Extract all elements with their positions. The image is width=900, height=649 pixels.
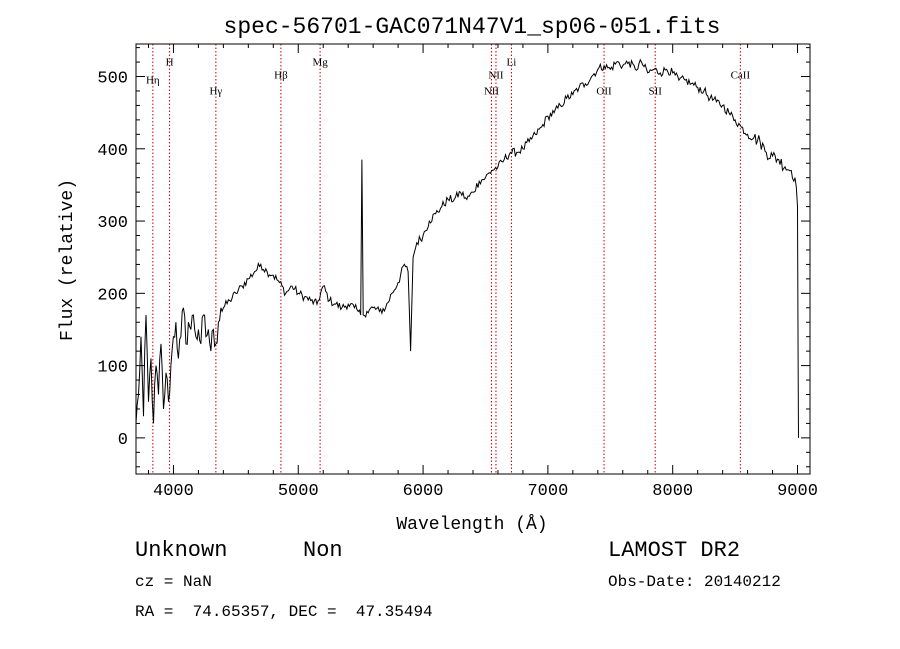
chart-title: spec-56701-GAC071N47V1_sp06-051.fits [224,14,721,40]
x-tick-label: 9000 [777,482,818,501]
y-tick-label: 500 [97,70,128,89]
x-tick-label: 8000 [652,482,693,501]
spectrum-chart: spec-56701-GAC071N47V1_sp06-051.fits Flu… [58,14,818,535]
spectral-line-label: CaII [731,70,751,82]
x-tick-label: 7000 [527,482,568,501]
obs-date-label: Obs-Date: 20140212 [608,573,781,591]
spectral-line-label: H [166,57,174,69]
spectral-line-label: Hγ [209,86,222,98]
spectral-line-label: Hβ [274,70,288,82]
spectral-line-label: SII [649,86,663,98]
x-axis-label: Wavelength (Å) [396,514,547,535]
x-tick-label: 4000 [153,482,194,501]
x-tick-label: 6000 [403,482,444,501]
spectral-line-label: NII [488,70,504,82]
survey-label: LAMOST DR2 [608,538,741,563]
spectral-line-label: Hη [146,75,160,87]
spectrum-series-line [135,58,799,438]
y-tick-label: 100 [97,359,128,378]
redshift-label: cz = NaN [135,573,212,591]
y-tick-label: 200 [97,286,128,305]
y-axis-label: Flux (relative) [58,179,78,341]
spectral-line-label: Li [507,57,517,69]
spectral-line-label: OII [596,86,612,98]
y-tick-label: 0 [118,431,128,450]
y-tick-label: 400 [97,142,128,161]
spectral-line-label: Mg [312,57,328,69]
spectral-line-label: NII [484,86,500,98]
plot-frame [135,43,811,475]
x-tick-label: 5000 [278,482,319,501]
y-tick-label: 300 [97,214,128,233]
class-label: Unknown [135,538,228,563]
coordinates-label: RA = 74.65357, DEC = 47.35494 [135,603,433,621]
subclass-label: Non [303,538,343,563]
